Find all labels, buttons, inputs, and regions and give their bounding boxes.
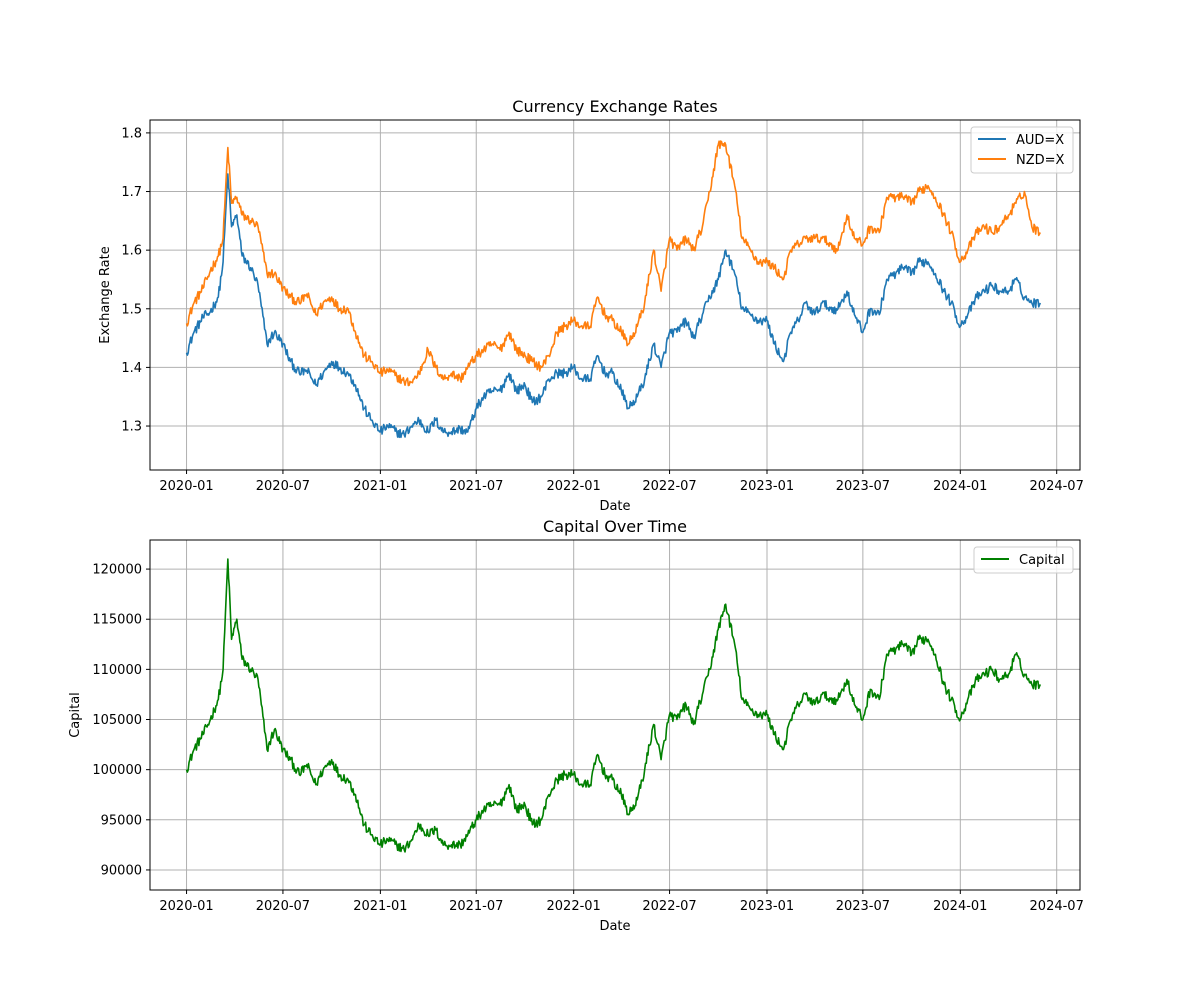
x-tick-label: 2021-07 [449, 479, 503, 494]
x-tick-label: 2023-01 [740, 479, 794, 494]
x-axis-label: Date [599, 499, 630, 514]
y-tick-label: 100000 [92, 763, 142, 778]
x-tick-label: 2024-07 [1030, 479, 1084, 494]
legend-entry-aud: AUD=X [978, 133, 1064, 148]
x-tick-label: 2024-01 [933, 479, 987, 494]
x-tick-label: 2024-07 [1030, 899, 1084, 914]
exchange-rate-chart: Currency Exchange Rates 2020-01 2020-07 20… [98, 97, 1084, 514]
y-tick-label: 1.6 [121, 244, 142, 259]
series-group [185, 558, 1042, 853]
x-tick-label: 2021-01 [353, 479, 407, 494]
y-axis-label: Exchange Rate [98, 246, 113, 343]
series-group [185, 140, 1042, 439]
x-tick-label: 2023-07 [836, 899, 890, 914]
legend: Capital [973, 546, 1074, 574]
x-axis-ticks: 2020-01 2020-07 2021-01 2021-07 2022-01 2022-… [159, 890, 1084, 914]
y-tick-label: 90000 [101, 863, 142, 878]
y-tick-label: 1.4 [121, 361, 142, 376]
y-tick-label: 115000 [92, 613, 142, 628]
y-tick-label: 1.3 [121, 420, 142, 435]
y-tick-label: 1.8 [121, 126, 142, 141]
series-line-aud-x [185, 173, 1042, 439]
y-tick-label: 120000 [92, 563, 142, 578]
x-tick-label: 2023-01 [740, 899, 794, 914]
x-tick-label: 2024-01 [933, 899, 987, 914]
x-tick-label: 2021-07 [449, 899, 503, 914]
capital-chart: Capital Over Time 2020-01 2020-07 2021-01 2… [68, 517, 1084, 934]
chart-title: Capital Over Time [543, 517, 687, 536]
x-tick-label: 2020-01 [159, 899, 213, 914]
y-tick-label: 95000 [101, 813, 142, 828]
legend-label-capital: Capital [1019, 553, 1065, 568]
y-axis-label: Capital [68, 692, 83, 738]
x-tick-label: 2020-07 [256, 899, 310, 914]
x-tick-label: 2021-01 [353, 899, 407, 914]
legend-entry-nzd: NZD=X [978, 153, 1065, 168]
y-axis-ticks: 90000 95000 100000 105000 110000 115000 120000 [92, 563, 150, 878]
legend: AUD=X NZD=X [970, 126, 1074, 174]
x-tick-label: 2023-07 [836, 479, 890, 494]
y-tick-label: 1.7 [121, 185, 142, 200]
legend-entry-capital: Capital [981, 553, 1065, 568]
y-tick-label: 110000 [92, 663, 142, 678]
legend-label-nzd: NZD=X [1016, 153, 1065, 168]
series-line-nzd-x [185, 140, 1041, 387]
grid [150, 120, 1080, 470]
x-axis-ticks: 2020-01 2020-07 2021-01 2021-07 2022-01 2022-… [159, 470, 1084, 494]
y-axis-ticks: 1.3 1.4 1.5 1.6 1.7 1.8 [121, 126, 150, 435]
y-tick-label: 1.5 [121, 302, 142, 317]
x-tick-label: 2022-07 [642, 899, 696, 914]
x-tick-label: 2022-01 [547, 479, 601, 494]
plot-frame [149, 119, 1081, 471]
y-tick-label: 105000 [92, 713, 142, 728]
x-tick-label: 2020-01 [159, 479, 213, 494]
x-axis-label: Date [599, 919, 630, 934]
x-tick-label: 2022-01 [547, 899, 601, 914]
x-tick-label: 2022-07 [642, 479, 696, 494]
grid [150, 540, 1080, 890]
legend-label-aud: AUD=X [1016, 133, 1064, 148]
legend-box [973, 546, 1074, 574]
chart-title: Currency Exchange Rates [512, 97, 717, 116]
plot-frame [149, 539, 1081, 891]
series-line-capital [185, 558, 1042, 853]
x-tick-label: 2020-07 [256, 479, 310, 494]
